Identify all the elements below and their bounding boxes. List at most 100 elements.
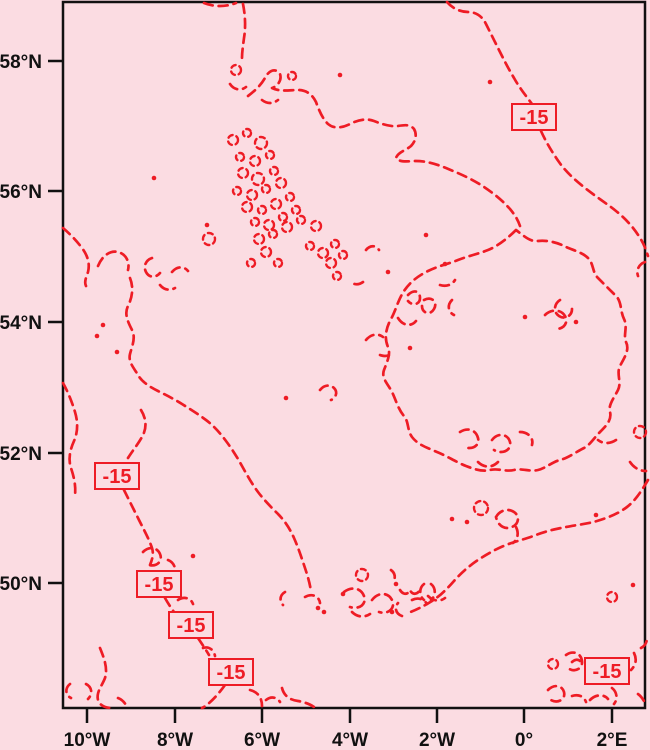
contour-line	[596, 438, 618, 445]
contour-label-box	[136, 570, 182, 598]
contour-blob	[241, 127, 253, 139]
contour-blob	[260, 183, 272, 195]
contour-line	[636, 260, 647, 278]
contour-line	[350, 610, 372, 618]
contour-line	[570, 658, 583, 664]
contour-line	[490, 433, 512, 454]
x-tick-label: 2°W	[419, 730, 455, 750]
contour-dot	[337, 72, 343, 78]
contour-blob	[280, 220, 294, 234]
contour-label: -15	[103, 466, 132, 488]
contour-blob	[262, 218, 276, 232]
contour-dot	[442, 261, 448, 267]
contour-line	[96, 646, 114, 710]
contour-blob	[337, 249, 349, 261]
contour-value-labels-group: -15-15-15-15-15 -15	[94, 103, 630, 686]
contour-blob	[264, 149, 276, 161]
contour-line	[378, 350, 395, 358]
contour-line	[370, 592, 395, 615]
contour-line	[420, 297, 437, 315]
contour-line	[96, 250, 130, 272]
contour-label-box	[511, 103, 557, 131]
contour-blob	[329, 238, 341, 250]
contour-label-box	[168, 611, 214, 639]
contour-line	[518, 430, 534, 447]
contour-dot	[100, 322, 106, 328]
contour-line	[122, 488, 155, 567]
contour-line	[158, 283, 177, 292]
plot-area	[61, 0, 647, 710]
x-tick-label: 8°W	[157, 730, 193, 750]
contour-blob	[250, 171, 266, 187]
contour-blob	[316, 246, 330, 260]
contour-blobs-group	[201, 63, 648, 671]
contour-line	[170, 266, 190, 274]
contour-dot	[190, 553, 196, 559]
contour-blob	[632, 424, 648, 440]
contour-dot	[94, 333, 100, 339]
contour-blob	[256, 204, 268, 216]
contour-blob	[229, 63, 243, 77]
contour-label: -15	[520, 107, 549, 129]
contour-line	[564, 651, 584, 672]
contour-line	[196, 636, 211, 657]
contour-blob	[274, 176, 288, 190]
contour-dot	[393, 581, 399, 587]
contour-dot	[321, 609, 327, 615]
contour-line	[628, 460, 648, 473]
contour-line	[610, 686, 618, 706]
contour-line	[246, 69, 522, 228]
contour-line	[61, 226, 91, 288]
contour-line	[570, 693, 588, 704]
contour-dot	[114, 349, 120, 355]
contour-label: -15	[217, 662, 246, 684]
contour-blob	[272, 257, 284, 269]
contour-line	[260, 98, 280, 105]
contour-dot	[423, 232, 429, 238]
contour-line	[588, 694, 610, 702]
y-tick-label: 56°N	[0, 182, 42, 203]
contour-dots-group	[94, 72, 636, 615]
contour-label: -15	[177, 615, 206, 637]
contour-line	[349, 280, 365, 286]
contour-line	[65, 682, 73, 700]
x-axis: 10°W 8°W 6°W 4°W 2°W 0° 2°E	[64, 709, 627, 750]
contour-blob	[259, 245, 273, 259]
contour-blob	[268, 165, 280, 177]
contour-label-box	[584, 657, 630, 685]
contour-blob	[304, 240, 316, 252]
contour-blob	[236, 166, 250, 180]
contour-blob	[201, 231, 217, 247]
y-tick-label: 52°N	[0, 444, 42, 465]
x-tick-label: 0°	[515, 730, 533, 750]
contour-blob	[277, 211, 289, 223]
contour-blob	[249, 216, 261, 228]
contour-label: -15	[145, 574, 174, 596]
contour-blob	[245, 257, 257, 269]
contour-line	[476, 460, 500, 468]
y-axis: 58°N 56°N 54°N 52°N 50°N	[0, 52, 63, 595]
contour-line	[240, 2, 247, 60]
contour-lines-group	[61, 0, 650, 710]
contour-blob	[248, 154, 262, 168]
x-tick-label: 4°W	[332, 730, 368, 750]
contour-line	[418, 582, 426, 602]
contour-blob	[331, 270, 343, 282]
contour-line	[447, 298, 456, 317]
contour-line	[629, 651, 638, 672]
contour-line	[511, 525, 520, 545]
contour-line	[639, 636, 649, 650]
contour-line	[264, 696, 282, 704]
contour-line	[143, 256, 162, 278]
contour-line	[438, 278, 457, 288]
contour-line	[200, 683, 227, 710]
y-tick-label: 58°N	[0, 52, 42, 73]
contour-line	[176, 596, 195, 606]
contour-line	[389, 568, 397, 584]
contour-line	[410, 597, 429, 606]
contour-blob	[286, 70, 298, 82]
contour-line	[228, 82, 248, 91]
contour-dot	[573, 319, 579, 325]
contour-line	[280, 686, 316, 709]
